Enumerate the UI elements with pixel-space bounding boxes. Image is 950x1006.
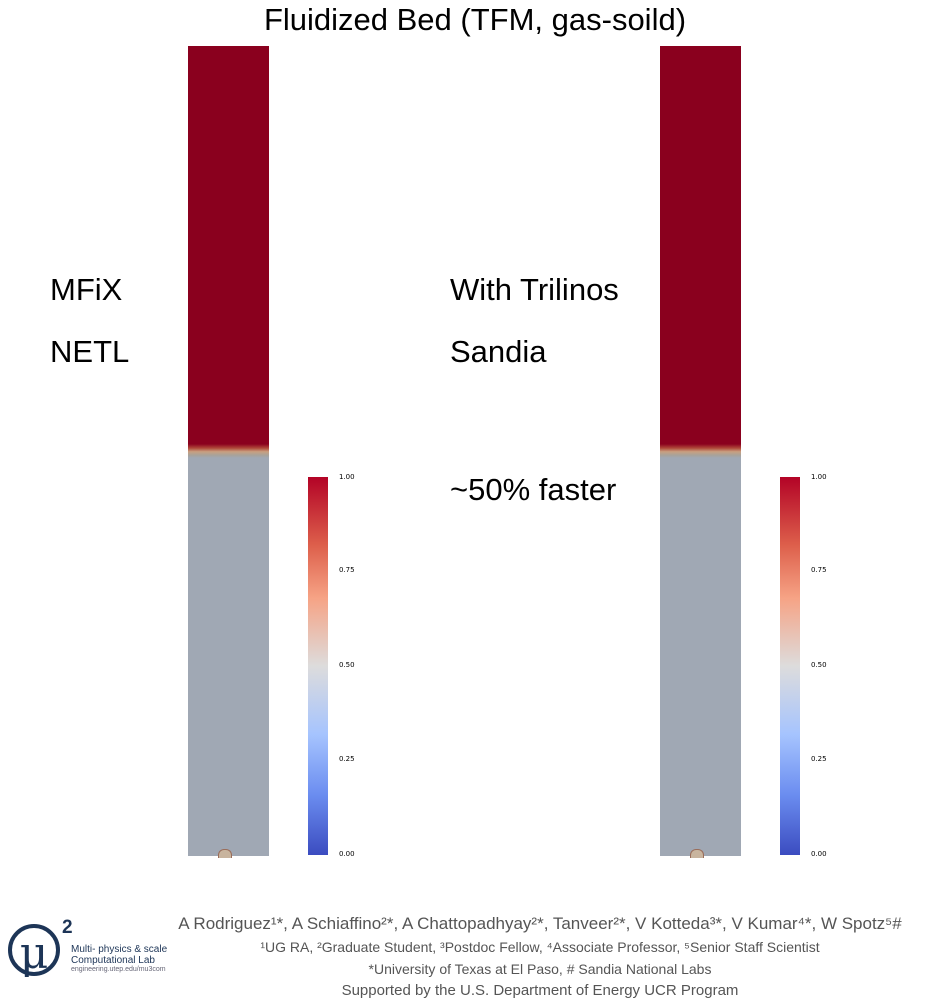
right-bed-interface — [660, 444, 741, 458]
credits-support: Supported by the U.S. Department of Ener… — [341, 982, 739, 999]
left-bed-solid-region — [188, 46, 269, 444]
right-colorbar-tick: 0.75 — [811, 566, 827, 574]
left-colorbar-tick: 0.00 — [339, 850, 355, 858]
lab-logo-superscript: 2 — [62, 917, 73, 938]
page-title: Fluidized Bed (TFM, gas-soild) — [263, 2, 687, 37]
left-colorbar-tick: 0.25 — [339, 755, 355, 763]
right-lab-label: Sandia — [450, 334, 547, 369]
left-colorbar-tick: 0.75 — [339, 566, 355, 574]
left-code-label: MFiX — [50, 272, 123, 307]
right-code-label: With Trilinos — [450, 272, 619, 307]
left-colorbar-tick: 1.00 — [339, 473, 355, 481]
left-colorbar — [308, 477, 328, 855]
right-bed-gas-region — [660, 458, 741, 856]
left-bed-inlet-bubble — [218, 849, 232, 858]
credits-roles: ¹UG RA, ²Graduate Student, ³Postdoc Fell… — [260, 939, 820, 955]
credits-affiliations: *University of Texas at El Paso, # Sandi… — [368, 961, 712, 977]
right-colorbar-tick: 1.00 — [811, 473, 827, 481]
right-bed-solid-region — [660, 46, 741, 444]
lab-logo-line2: Computational Lab — [71, 955, 155, 966]
lab-logo-icon: μ — [8, 924, 60, 979]
speedup-label: ~50% faster — [450, 472, 617, 507]
right-colorbar-tick: 0.25 — [811, 755, 827, 763]
left-colorbar-tick: 0.50 — [339, 661, 355, 669]
left-lab-label: NETL — [50, 334, 130, 369]
credits-authors: A Rodriguez¹*, A Schiaffino²*, A Chattop… — [178, 914, 902, 933]
left-bed-interface — [188, 444, 269, 458]
right-colorbar — [780, 477, 800, 855]
right-colorbar-tick: 0.50 — [811, 661, 827, 669]
left-bed-gas-region — [188, 458, 269, 856]
lab-logo-url: engineering.utep.edu/mu3com — [71, 966, 166, 973]
right-bed-inlet-bubble — [690, 849, 704, 858]
lab-logo-line1: Multi- physics & scale — [71, 944, 168, 955]
right-colorbar-tick: 0.00 — [811, 850, 827, 858]
